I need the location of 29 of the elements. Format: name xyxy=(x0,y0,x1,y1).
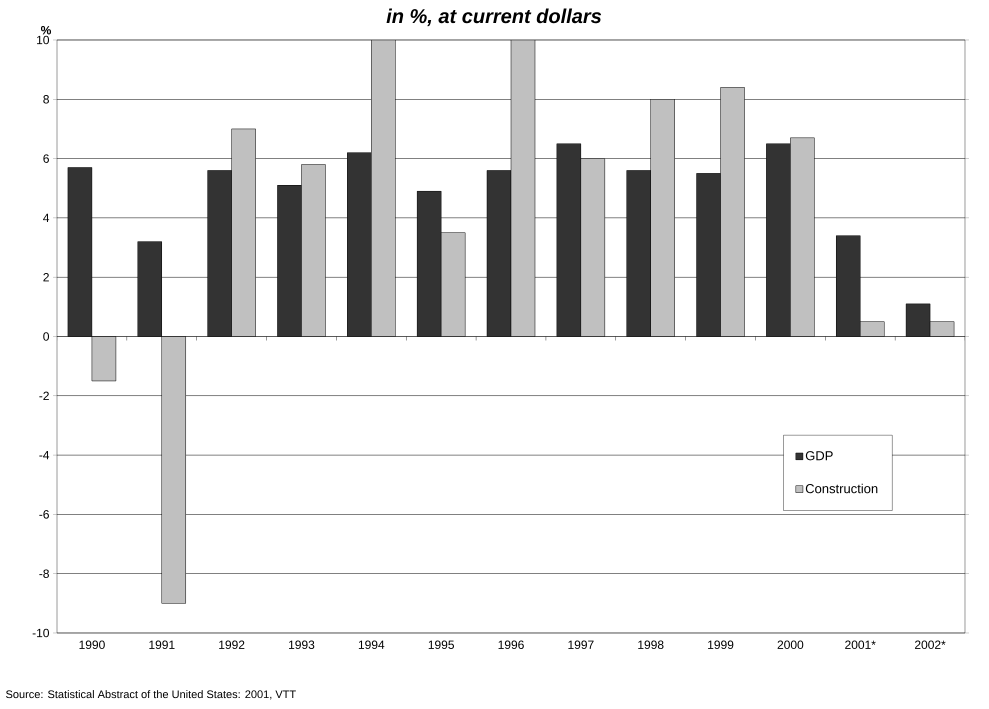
y-tick-label: 10 xyxy=(37,36,50,44)
x-tick-label: 1999 xyxy=(708,640,734,650)
y-tick-label: 4 xyxy=(43,214,50,222)
y-tick-label: 8 xyxy=(43,95,49,104)
y-tick-label: -4 xyxy=(39,450,50,460)
x-tick-label: 2002* xyxy=(914,640,946,650)
x-tick-label: 1997 xyxy=(568,640,594,650)
y-tick-label: -6 xyxy=(39,510,49,519)
legend-label: Construction xyxy=(806,484,878,494)
y-tick-label: 6 xyxy=(43,154,49,163)
chart-title: in %, at current dollars xyxy=(386,8,602,26)
x-tick-label: 1993 xyxy=(289,640,314,650)
y-tick-label: -10 xyxy=(32,628,50,638)
x-tick-label: 1991 xyxy=(149,640,175,650)
x-tick-label: 1990 xyxy=(79,640,105,650)
y-tick-label: 0 xyxy=(43,332,50,341)
y-tick-label: 2 xyxy=(43,273,49,282)
legend-label: GDP xyxy=(806,451,833,460)
y-tick-label: -8 xyxy=(39,569,49,578)
y-axis-title: % xyxy=(40,26,52,34)
x-tick-label: 2000 xyxy=(778,640,804,650)
x-tick-label: 1996 xyxy=(498,640,524,650)
source-note: Source: Statistical Abstract of the United States: 2001, VTT xyxy=(6,690,296,700)
x-tick-label: 1998 xyxy=(638,640,664,650)
x-tick-label: 1992 xyxy=(219,640,244,650)
x-tick-label: 1994 xyxy=(358,640,384,650)
y-tick-label: -2 xyxy=(39,392,49,400)
x-tick-label: 1995 xyxy=(428,640,454,650)
x-tick-label: 2001* xyxy=(845,640,876,650)
